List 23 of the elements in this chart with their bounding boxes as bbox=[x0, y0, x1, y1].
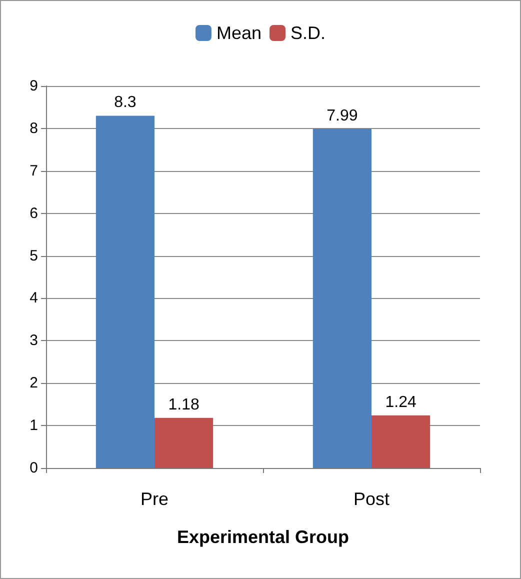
y-tick-label: 9 bbox=[30, 78, 38, 94]
legend-label: S.D. bbox=[290, 23, 326, 43]
data-label: 1.18 bbox=[168, 396, 200, 414]
y-tick-label: 3 bbox=[30, 332, 38, 350]
bar bbox=[96, 116, 154, 468]
y-tick-label: 0 bbox=[30, 460, 38, 476]
y-tick-label: 1 bbox=[30, 417, 38, 434]
y-tick-label: 2 bbox=[30, 374, 38, 392]
x-axis-title: Experimental Group bbox=[176, 527, 350, 547]
data-label: 8.3 bbox=[114, 94, 136, 112]
data-label: 1.24 bbox=[385, 394, 416, 411]
x-tick-label: Pre bbox=[140, 489, 169, 509]
x-tick-label: Post bbox=[353, 489, 390, 509]
y-tick-label: 5 bbox=[30, 247, 38, 264]
bar bbox=[372, 415, 430, 468]
y-tick-label: 8 bbox=[30, 120, 38, 137]
bar bbox=[312, 128, 372, 468]
y-tick-label: 7 bbox=[30, 162, 38, 180]
y-tick-label: 4 bbox=[30, 290, 38, 307]
bar bbox=[154, 418, 214, 468]
data-label: 7.99 bbox=[326, 107, 358, 124]
y-tick-label: 6 bbox=[30, 204, 38, 222]
legend-label: Mean bbox=[216, 23, 262, 43]
